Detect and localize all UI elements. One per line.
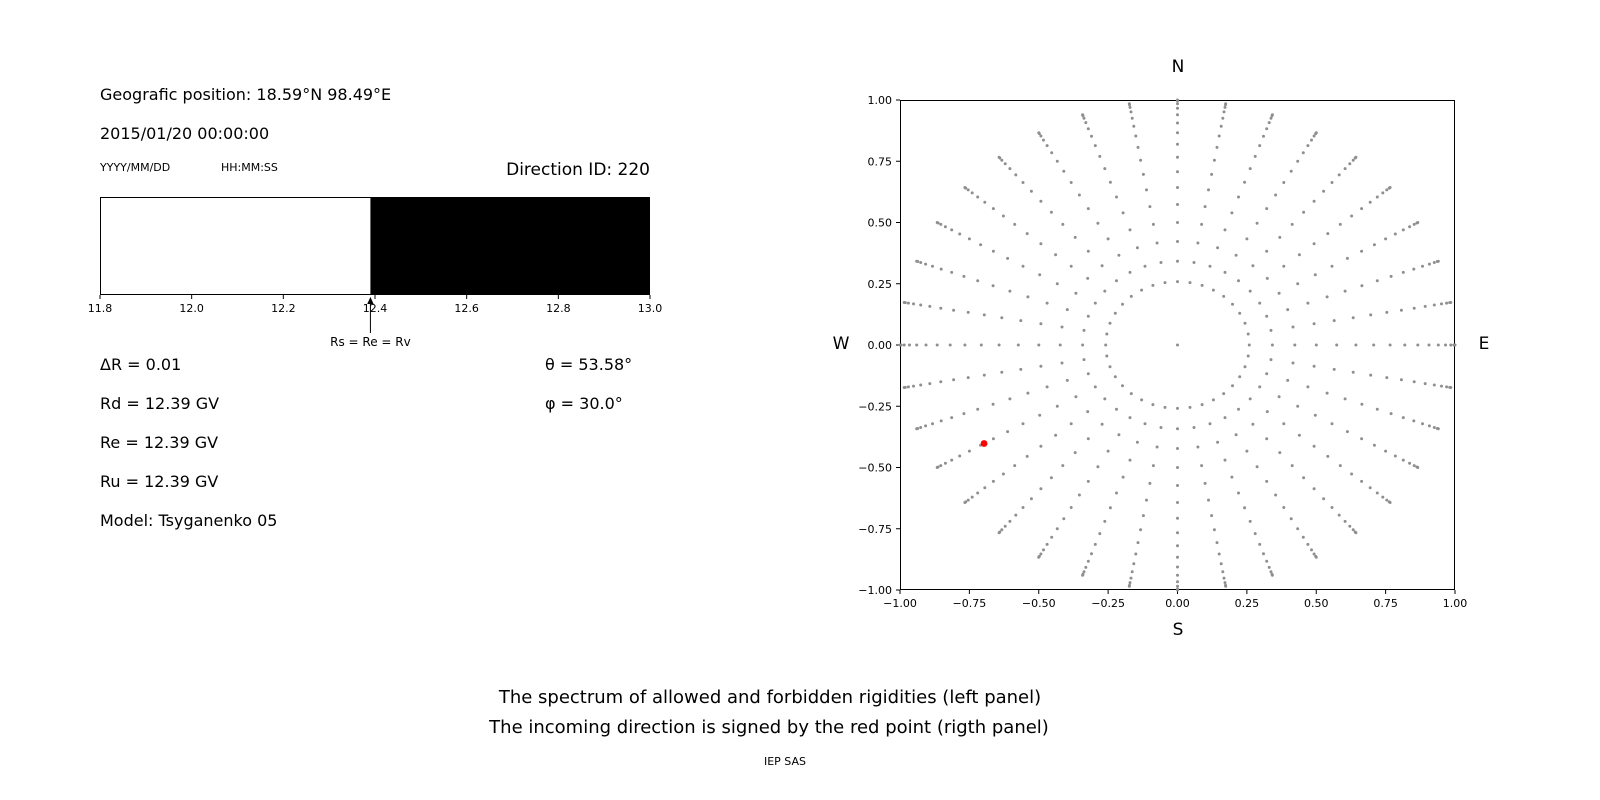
time-format-label: HH:MM:SS: [221, 161, 278, 174]
cutoff-marker-label: Rs = Re = Rv: [330, 335, 411, 349]
svg-text:12.4: 12.4: [363, 302, 388, 315]
svg-text:−0.25: −0.25: [1091, 597, 1125, 610]
map-x-ticks: −1.00 −0.75 −0.50 −0.25 0.00 0.25 0.50 0.75 1.00: [883, 590, 1467, 610]
re-value: Re = 12.39 GV: [100, 433, 219, 452]
model-label: Model: Tsyganenko 05: [100, 511, 278, 530]
svg-text:0.75: 0.75: [1373, 597, 1398, 610]
compass-south-label: S: [1172, 620, 1184, 640]
compass-west-label: W: [832, 334, 850, 354]
spectrum-x-ticks: 11.8 12.0 12.2 12.4 12.6 12.8 13.0: [88, 295, 663, 315]
svg-text:1.00: 1.00: [1443, 597, 1468, 610]
svg-text:0.50: 0.50: [868, 217, 893, 230]
svg-text:−0.50: −0.50: [1022, 597, 1056, 610]
svg-text:−1.00: −1.00: [858, 584, 892, 597]
svg-text:0.50: 0.50: [1304, 597, 1329, 610]
svg-text:−0.75: −0.75: [858, 523, 892, 536]
svg-text:12.6: 12.6: [454, 302, 479, 315]
svg-text:0.25: 0.25: [1235, 597, 1260, 610]
svg-text:0.00: 0.00: [868, 339, 893, 352]
svg-text:0.75: 0.75: [868, 155, 893, 168]
caption-line2: The incoming direction is signed by the …: [489, 717, 1049, 738]
datetime-label: 2015/01/20 00:00:00: [100, 124, 270, 143]
credit-label: IEP SAS: [763, 755, 807, 768]
svg-text:−0.25: −0.25: [858, 400, 892, 413]
svg-text:1.00: 1.00: [868, 94, 893, 107]
compass-east-label: E: [1478, 334, 1490, 354]
theta-value: θ = 53.58°: [545, 355, 633, 374]
map-y-ticks: −1.00 −0.75 −0.50 −0.25 0.00 0.25 0.50 0.75 1.00: [858, 94, 900, 597]
red-point: [980, 440, 988, 447]
delta-r-value: ΔR = 0.01: [100, 355, 182, 374]
svg-text:12.0: 12.0: [179, 302, 204, 315]
svg-text:12.2: 12.2: [271, 302, 296, 315]
phi-value: φ = 30.0°: [545, 394, 623, 413]
caption-line1: The spectrum of allowed and forbidden ri…: [498, 687, 1042, 708]
direction-id-label: Direction ID: 220: [506, 160, 650, 180]
svg-text:−1.00: −1.00: [883, 597, 917, 610]
spectrum-regions: [100, 197, 650, 295]
rd-value: Rd = 12.39 GV: [100, 394, 220, 413]
svg-text:−0.75: −0.75: [953, 597, 987, 610]
direction-map-chart: −1.00 −0.75 −0.50 −0.25 0.00 0.25 0.50 0.75 1.00…: [858, 94, 1467, 610]
svg-text:13.0: 13.0: [638, 302, 663, 315]
direction-grid-dots: [898, 98, 1457, 592]
spectrum-frame: [100, 197, 650, 295]
svg-text:−0.50: −0.50: [858, 462, 892, 475]
svg-text:12.8: 12.8: [546, 302, 571, 315]
ru-value: Ru = 12.39 GV: [100, 472, 219, 491]
rigidity-spectrum-chart: 11.8 12.0 12.2 12.4 12.6 12.8 13.0 Rs = Re = Rv: [88, 197, 662, 349]
cutoff-marker: Rs = Re = Rv: [330, 297, 411, 349]
svg-text:0.00: 0.00: [1165, 597, 1190, 610]
geo-position-label: Geografic position: 18.59°N 98.49°E: [100, 85, 392, 104]
svg-text:11.8: 11.8: [88, 302, 113, 315]
date-format-label: YYYY/MM/DD: [100, 161, 171, 174]
svg-text:0.25: 0.25: [868, 278, 893, 291]
compass-north-label: N: [1171, 57, 1185, 77]
